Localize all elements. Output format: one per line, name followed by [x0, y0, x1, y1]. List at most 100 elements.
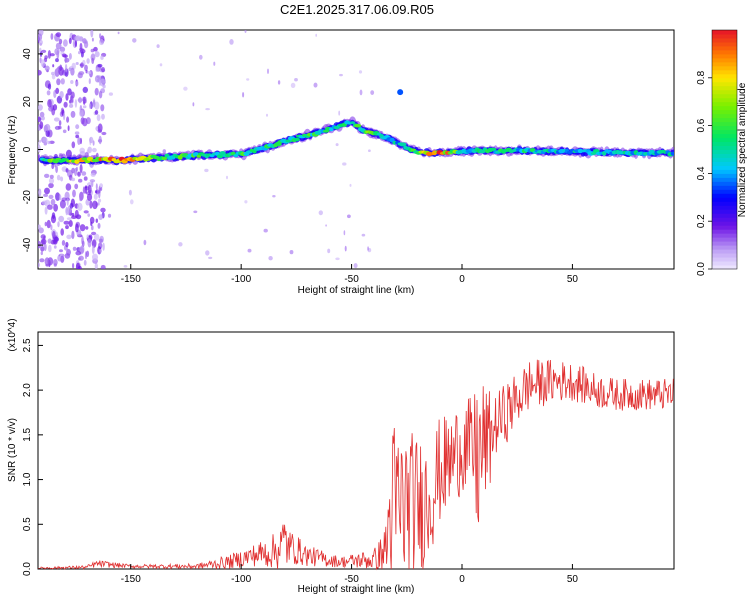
noise-speckle [64, 63, 68, 73]
x-tick-label: -150 [121, 574, 141, 585]
noise-speckle [100, 187, 103, 191]
noise-speckle [59, 46, 66, 53]
noise-speckle [359, 89, 363, 96]
noise-speckle [42, 137, 48, 144]
noise-speckle [63, 39, 68, 47]
colorbar-step [712, 253, 737, 258]
colorbar-step [712, 193, 737, 198]
noise-speckle [48, 244, 52, 253]
noise-speckle [89, 200, 93, 209]
colorbar-step [712, 30, 737, 35]
colorbar-step [712, 153, 737, 158]
x-tick-label: -100 [231, 274, 251, 285]
noise-speckle [62, 129, 67, 134]
figure-title: C2E1.2025.317.06.09.R05 [280, 2, 434, 17]
colorbar-step [712, 185, 737, 190]
noise-speckle [47, 204, 53, 210]
noise-speckle [84, 186, 88, 194]
noise-speckle [75, 124, 80, 130]
x-tick-label: 0 [459, 574, 465, 585]
noise-speckle [143, 239, 147, 246]
noise-speckle [52, 64, 55, 68]
colorbar-label: Normalized spectral amplitude [737, 82, 748, 217]
colorbar-step [712, 169, 737, 174]
noise-speckle [98, 90, 103, 99]
noise-speckle [91, 245, 95, 254]
colorbar-step [712, 261, 737, 266]
colorbar-tick-label: 0.0 [696, 262, 707, 276]
colorbar-step [712, 233, 737, 238]
noise-speckle [49, 53, 55, 57]
noise-speckle [246, 78, 250, 81]
noise-speckle [75, 62, 79, 65]
noise-speckle [91, 225, 94, 231]
colorbar-step [712, 161, 737, 166]
noise-speckle [47, 140, 51, 145]
noise-speckle [41, 49, 47, 54]
spectral-ridge-cell [196, 154, 201, 158]
noise-speckle [367, 246, 369, 251]
noise-speckle [82, 105, 87, 109]
noise-speckle [339, 73, 343, 77]
noise-speckle [244, 30, 247, 33]
noise-speckle [87, 213, 90, 217]
noise-speckle [53, 259, 58, 266]
noise-speckle [344, 245, 347, 252]
noise-speckle [81, 171, 87, 176]
noise-speckle [54, 68, 60, 77]
noise-speckle [95, 67, 100, 72]
spectrogram-x-label: Height of straight line (km) [298, 285, 415, 296]
noise-speckle [72, 263, 75, 269]
noise-speckle [99, 249, 102, 253]
noise-speckle [87, 71, 92, 75]
noise-speckle [87, 184, 92, 194]
noise-speckle [94, 101, 100, 110]
noise-speckle [78, 257, 81, 261]
y-tick-label: 20 [22, 96, 33, 108]
noise-speckle [84, 185, 88, 189]
x-tick-label: -100 [231, 574, 251, 585]
noise-speckle [50, 224, 53, 231]
noise-speckle [66, 217, 72, 221]
y-tick-label: 1.5 [22, 427, 33, 441]
spectral-ridge-cell [489, 147, 497, 152]
noise-speckle [51, 71, 55, 76]
noise-speckle [75, 35, 81, 42]
colorbar-tick-label: 0.6 [696, 118, 707, 132]
noise-speckle [162, 149, 167, 154]
noise-speckle [75, 81, 79, 86]
noise-speckle [53, 239, 58, 245]
colorbar-step [712, 109, 737, 115]
y-tick-label: 2.0 [22, 383, 33, 397]
noise-speckle [95, 183, 98, 190]
noise-speckle [98, 214, 103, 221]
noise-speckle [268, 256, 273, 261]
noise-speckle [107, 213, 112, 218]
noise-speckle [89, 216, 95, 224]
colorbar-step [712, 137, 737, 143]
y-tick-label: 0.5 [22, 517, 33, 531]
noise-speckle [65, 225, 69, 230]
noise-speckle [318, 210, 323, 216]
noise-speckle [327, 248, 331, 254]
noise-speckle [108, 92, 113, 96]
noise-speckle [159, 63, 163, 67]
noise-speckle [95, 190, 98, 194]
spectrogram-x-ticks: -150 -100 -50 0 50 [121, 264, 578, 285]
noise-speckle [38, 144, 41, 153]
noise-speckle [361, 233, 366, 237]
noise-speckle [99, 38, 104, 46]
noise-speckle [55, 192, 61, 201]
colorbar-tick-label: 0.4 [696, 166, 707, 180]
noise-speckle [277, 80, 281, 85]
noise-speckle [38, 139, 42, 143]
noise-speckle [100, 207, 106, 213]
noise-speckle [57, 66, 63, 70]
noise-speckle [205, 250, 210, 256]
colorbar-step [712, 221, 737, 226]
noise-speckle [69, 202, 74, 209]
noise-speckle [71, 177, 76, 182]
colorbar-step [712, 89, 737, 95]
noise-speckle [69, 99, 72, 104]
noise-speckle [93, 193, 98, 200]
